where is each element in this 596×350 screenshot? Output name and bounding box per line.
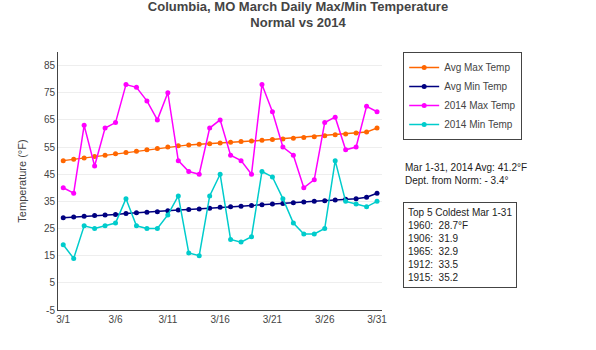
svg-text:35: 35 — [44, 196, 56, 207]
svg-text:3/21: 3/21 — [263, 314, 283, 325]
svg-text:3/11: 3/11 — [158, 314, 177, 325]
svg-text:55: 55 — [44, 142, 56, 153]
svg-text:3/6: 3/6 — [109, 314, 123, 325]
svg-text:15: 15 — [44, 250, 56, 261]
svg-text:Temperature (°F): Temperature (°F) — [16, 139, 28, 222]
svg-text:Mar 1-31, 2014 Avg: 41.2°FDept: Mar 1-31, 2014 Avg: 41.2°FDept. from Nor… — [405, 162, 527, 186]
svg-text:85: 85 — [44, 60, 56, 71]
svg-text:Avg Max Temp: Avg Max Temp — [444, 62, 510, 73]
svg-text:3/16: 3/16 — [210, 314, 230, 325]
svg-text:2014 Max Temp: 2014 Max Temp — [444, 100, 515, 111]
svg-text:Columbia, MO March Daily Max/M: Columbia, MO March Daily Max/Min Tempera… — [148, 0, 448, 30]
svg-text:3/26: 3/26 — [315, 314, 335, 325]
svg-text:3/1: 3/1 — [56, 314, 70, 325]
svg-text:75: 75 — [44, 87, 56, 98]
svg-text:Top 5 Coldest Mar 1-311960: 2: Top 5 Coldest Mar 1-311960: 28.7°F1906: … — [408, 207, 512, 283]
svg-text:2014 Min Temp: 2014 Min Temp — [444, 119, 513, 130]
svg-text:5: 5 — [49, 277, 55, 288]
svg-text:65: 65 — [44, 114, 56, 125]
svg-text:3/31: 3/31 — [367, 314, 387, 325]
svg-text:Avg Min Temp: Avg Min Temp — [444, 81, 507, 92]
svg-text:-5: -5 — [46, 305, 55, 316]
svg-text:45: 45 — [44, 169, 56, 180]
svg-text:25: 25 — [44, 223, 56, 234]
